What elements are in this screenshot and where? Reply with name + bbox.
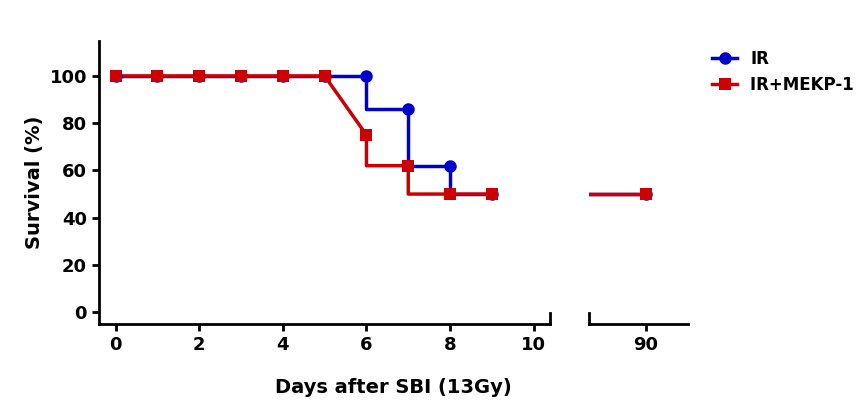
Legend: IR, IR+MEKP-1 60mg/kg (i.p.): IR, IR+MEKP-1 60mg/kg (i.p.) <box>705 43 860 101</box>
Y-axis label: Survival (%): Survival (%) <box>25 115 44 249</box>
Text: Days after SBI (13Gy): Days after SBI (13Gy) <box>275 378 512 397</box>
